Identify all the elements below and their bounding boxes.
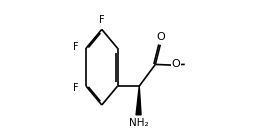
Text: O: O xyxy=(156,32,165,42)
Text: O: O xyxy=(171,59,180,69)
Text: NH₂: NH₂ xyxy=(129,117,148,128)
Text: F: F xyxy=(73,82,78,93)
Text: F: F xyxy=(99,15,105,25)
Text: F: F xyxy=(73,42,78,52)
Polygon shape xyxy=(136,86,141,115)
